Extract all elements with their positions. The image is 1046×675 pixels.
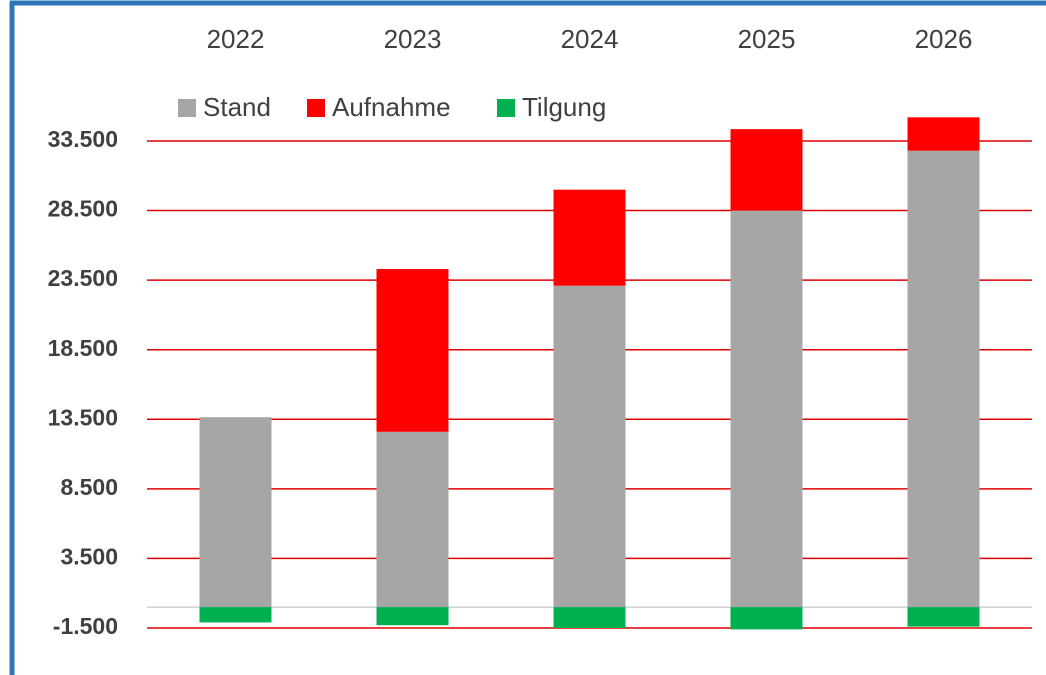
bar-segment [553,285,626,608]
bar-segment [907,150,980,608]
legend-swatch [307,99,325,117]
bar-segment [730,210,803,608]
bar-segment [199,607,272,623]
bar-segment [376,268,449,432]
y-tick-label: 3.500 [60,544,118,570]
legend-swatch [497,99,515,117]
bar-segment [907,117,980,151]
x-tick-label: 2022 [207,24,265,54]
x-tick-label: 2025 [738,24,796,54]
bar-segment [730,607,803,630]
x-tick-label: 2023 [384,24,442,54]
bar-segment [376,431,449,608]
bar-segment [376,607,449,626]
y-tick-label: 28.500 [48,196,118,222]
bar-segment [907,607,980,627]
legend-label: Tilgung [522,92,606,122]
x-tick-label: 2024 [561,24,619,54]
bar-segment [553,189,626,286]
legend-label: Aufnahme [332,92,451,122]
y-tick-label: 18.500 [48,335,118,361]
bar-segment [199,417,272,608]
y-tick-label: 23.500 [48,265,118,291]
y-tick-label: 33.500 [48,126,118,152]
y-tick-label: -1.500 [53,613,118,639]
y-tick-label: 8.500 [60,474,118,500]
bar-segment [553,607,626,628]
y-tick-label: 13.500 [48,404,118,430]
x-tick-label: 2026 [915,24,973,54]
legend-swatch [178,99,196,117]
bar-segment [730,129,803,211]
legend-label: Stand [203,92,271,122]
